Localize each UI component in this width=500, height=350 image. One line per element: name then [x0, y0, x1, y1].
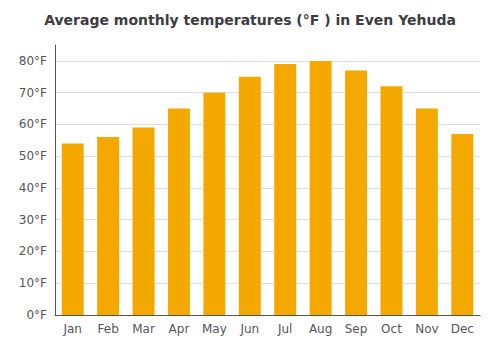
svg-text:80°F: 80°F: [19, 54, 47, 68]
svg-text:Nov: Nov: [415, 322, 438, 336]
svg-text:Jun: Jun: [239, 322, 259, 336]
svg-text:Aug: Aug: [309, 322, 332, 336]
svg-text:30°F: 30°F: [19, 213, 47, 227]
svg-text:20°F: 20°F: [19, 244, 47, 258]
svg-text:10°F: 10°F: [19, 276, 47, 290]
svg-text:60°F: 60°F: [19, 117, 47, 131]
svg-text:Sep: Sep: [345, 322, 368, 336]
svg-text:70°F: 70°F: [19, 86, 47, 100]
svg-text:Apr: Apr: [169, 322, 190, 336]
svg-text:Dec: Dec: [451, 322, 474, 336]
svg-text:May: May: [202, 322, 227, 336]
svg-text:Jul: Jul: [277, 322, 292, 336]
svg-text:50°F: 50°F: [19, 149, 47, 163]
svg-text:Feb: Feb: [98, 322, 119, 336]
svg-text:Average monthly temperatures (: Average monthly temperatures (°F ) in Ev…: [44, 12, 456, 28]
svg-text:40°F: 40°F: [19, 181, 47, 195]
svg-text:Mar: Mar: [132, 322, 155, 336]
svg-text:0°F: 0°F: [26, 308, 47, 322]
svg-text:Oct: Oct: [381, 322, 402, 336]
svg-text:Jan: Jan: [62, 322, 82, 336]
